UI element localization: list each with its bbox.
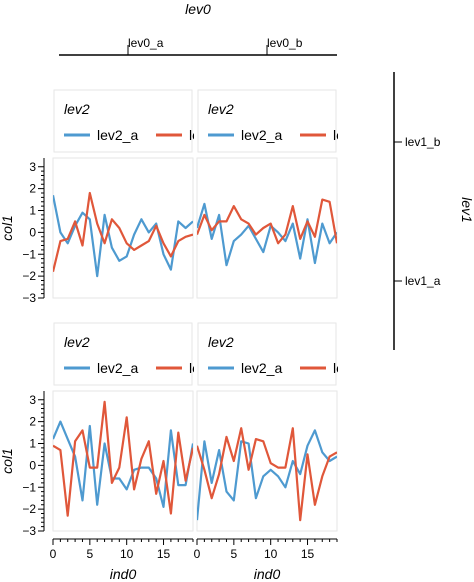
legend-frame [197, 89, 337, 153]
legend-entry-lev2_a: lev2_a [241, 127, 282, 143]
series-line-lev2_b [53, 191, 193, 273]
x-tick-label: 15 [301, 547, 315, 561]
panel-3: lev2 lev2_a lev2_b −3 −2 −1 0 1 2 3 col1 0 5 10 15 ind0 [0, 322, 230, 582]
y-tick-label: −1 [22, 480, 36, 494]
legend-title: lev2 [64, 101, 90, 117]
x-axis: 0 5 10 15 ind0 [50, 538, 194, 582]
legend: lev2 lev2_a lev2_b [53, 89, 230, 153]
y-axis: −3 −2 −1 0 1 2 3 col1 [0, 391, 45, 538]
series-line-lev2_a [197, 202, 337, 267]
panel-2: lev2 lev2_a lev2_b [196, 89, 374, 299]
panel-1: lev2 lev2_a lev2_b −3 −2 −1 0 1 2 3 col1 [0, 89, 230, 305]
legend-entry-lev2_a: lev2_a [97, 127, 138, 143]
y-axis-label: col1 [0, 448, 15, 474]
legend: lev2 lev2_a lev2_b [197, 322, 374, 386]
legend-entry-lev2_a: lev2_a [97, 360, 138, 376]
legend-frame [197, 322, 337, 386]
panel-4: lev2 lev2_a lev2_b 0 5 10 15 ind0 [194, 322, 374, 582]
series-line-lev2_a [53, 420, 193, 508]
x-tick-label: 0 [194, 547, 201, 561]
y-tick-label: −3 [22, 524, 36, 538]
legend-entry-lev2_b: lev2_b [189, 127, 230, 143]
x-tick-label: 5 [86, 547, 93, 561]
top-facet-title: lev0 [185, 1, 211, 17]
legend-entry-lev2_b: lev2_b [189, 360, 230, 376]
x-axis: 0 5 10 15 ind0 [194, 538, 338, 582]
legend-frame [53, 89, 193, 153]
x-axis-label: ind0 [254, 566, 281, 582]
series-line-lev2_a [197, 429, 337, 521]
x-tick-label: 15 [157, 547, 171, 561]
x-tick-label: 10 [264, 547, 278, 561]
legend-title: lev2 [208, 101, 234, 117]
side-facet-title: lev1 [459, 197, 474, 223]
x-axis-label: ind0 [110, 566, 137, 582]
y-tick-label: 2 [29, 182, 36, 196]
x-tick-label: 0 [50, 547, 57, 561]
y-tick-label: −1 [22, 247, 36, 261]
plot-frame [196, 390, 338, 532]
y-tick-label: −2 [22, 502, 36, 516]
y-tick-label: 3 [29, 393, 36, 407]
legend-entry-lev2_a: lev2_a [241, 360, 282, 376]
y-axis: −3 −2 −1 0 1 2 3 col1 [0, 158, 45, 305]
legend-frame [53, 322, 193, 386]
series-line-lev2_b [197, 198, 337, 245]
y-tick-label: −2 [22, 269, 36, 283]
y-tick-label: 0 [29, 225, 36, 239]
y-tick-label: 1 [29, 437, 36, 451]
y-tick-label: 2 [29, 415, 36, 429]
legend: lev2 lev2_a lev2_b [197, 89, 374, 153]
top-facet-axis: lev0 lev0_a lev0_b [59, 1, 337, 56]
side-facet-level-a: lev1_a [405, 274, 441, 288]
top-facet-level-b: lev0_b [267, 36, 303, 50]
y-tick-label: 3 [29, 160, 36, 174]
legend-title: lev2 [64, 334, 90, 350]
y-tick-label: 0 [29, 458, 36, 472]
y-tick-label: −3 [22, 291, 36, 305]
legend-entry-lev2_b: lev2_b [333, 360, 374, 376]
x-tick-label: 5 [230, 547, 237, 561]
series-line-lev2_b [197, 427, 337, 522]
y-tick-label: 1 [29, 204, 36, 218]
legend-entry-lev2_b: lev2_b [333, 127, 374, 143]
legend: lev2 lev2_a lev2_b [53, 322, 230, 386]
side-facet-axis: lev1_b lev1_a lev1 [393, 72, 474, 350]
top-facet-level-a: lev0_a [128, 36, 164, 50]
legend-title: lev2 [208, 334, 234, 350]
side-facet-level-b: lev1_b [405, 135, 441, 149]
y-axis-label: col1 [0, 215, 15, 241]
x-tick-label: 10 [120, 547, 134, 561]
series-line-lev2_b [53, 400, 193, 517]
